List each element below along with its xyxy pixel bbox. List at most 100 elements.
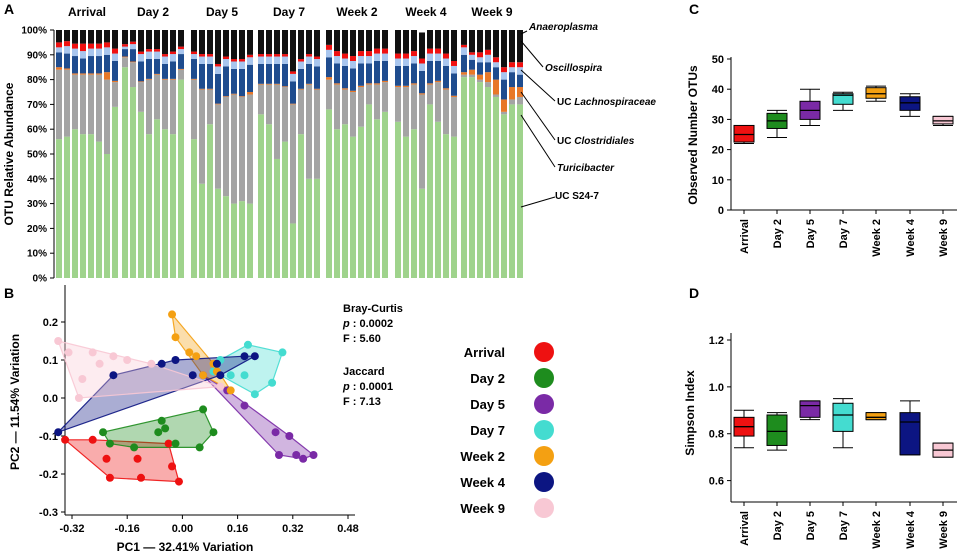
panel-b-pcoa-scatter: -0.3 -0.2 -0.1 0.0 0.1 0.2 -0.32 -0.16 0.00 0.16 0… — [8, 285, 554, 554]
a-bar-segment-other — [326, 30, 332, 45]
a-bar-segment-other — [411, 30, 417, 52]
a-y-tick-label: 0% — [33, 274, 48, 285]
y-tick-label: 20 — [712, 145, 724, 157]
a-bar-segment-uc-clostridiales — [266, 84, 272, 125]
a-bar-segment-anaeroplasma — [469, 52, 475, 55]
a-bar-segment-turicibacter — [88, 73, 94, 75]
a-bar-segment-oscillospira — [485, 54, 491, 63]
a-bar-segment-oscillospira — [231, 61, 237, 69]
a-bar-segment-uc-lachnospiraceae — [403, 65, 409, 86]
a-bar-segment-uc-clostridiales — [469, 74, 475, 78]
a-bar-segment-oscillospira — [366, 56, 372, 64]
a-bar-segment-turicibacter — [419, 93, 425, 95]
a-bar-segment-anaeroplasma — [170, 51, 176, 55]
a-bar-segment-uc-s24-7 — [112, 106, 118, 278]
a-bar-segment-uc-s24-7 — [215, 188, 221, 278]
a-bar-segment-turicibacter — [223, 96, 229, 97]
a-bar-segment-uc-clostridiales — [239, 96, 245, 202]
a-bar-segment-uc-s24-7 — [358, 126, 364, 278]
a-legend-label-uc-clostridiales: UC Clostridiales — [557, 136, 635, 147]
a-bar-segment-anaeroplasma — [451, 61, 457, 66]
b-point-week-9 — [109, 352, 118, 361]
a-bar-segment-uc-s24-7 — [247, 203, 253, 278]
b-point-week-4 — [250, 352, 259, 361]
a-bar-segment-oscillospira — [411, 56, 417, 64]
a-bar-segment-turicibacter — [366, 83, 372, 85]
a-bar-segment-anaeroplasma — [298, 59, 304, 62]
b-point-arrival — [133, 454, 142, 463]
a-bar-segment-uc-s24-7 — [64, 136, 70, 278]
a-bar-segment-other — [366, 30, 372, 52]
a-bar-segment-other — [350, 30, 356, 57]
a-bar-segment-uc-clostridiales — [298, 89, 304, 135]
a-bar-segment-uc-clostridiales — [146, 79, 152, 135]
a-bar-segment-anaeroplasma — [64, 41, 70, 47]
b-y-tick-label: -0.1 — [39, 431, 58, 443]
a-bar-segment-uc-lachnospiraceae — [215, 73, 221, 104]
a-bar-segment-turicibacter — [207, 88, 213, 90]
a-bar-segment-uc-s24-7 — [342, 124, 348, 279]
a-bar-segment-uc-s24-7 — [501, 114, 507, 278]
a-bar-segment-uc-lachnospiraceae — [191, 59, 197, 79]
b-p-symbol: p — [342, 318, 350, 330]
a-bar-segment-turicibacter — [170, 78, 176, 80]
a-group-label-arrival: Arrival — [68, 5, 106, 19]
panel-label-b: B — [4, 285, 14, 301]
b-point-day-7 — [243, 340, 252, 349]
a-bar-segment-oscillospira — [80, 51, 86, 59]
a-bar-segment-uc-clostridiales — [191, 79, 197, 140]
a-bar-segment-oscillospira — [509, 67, 515, 73]
a-bar-segment-other — [334, 30, 340, 52]
a-bar-segment-oscillospira — [290, 73, 296, 82]
x-tick-label-arrival: Arrival — [739, 511, 751, 546]
a-legend-label-uc-s24-7: UC S24-7 — [555, 191, 599, 202]
a-bar-segment-uc-lachnospiraceae — [326, 57, 332, 78]
a-y-axis-label: OTU Relative Abundance — [2, 82, 16, 225]
a-y-tick-label: 60% — [27, 125, 47, 136]
a-bar-segment-uc-lachnospiraceae — [314, 66, 320, 89]
b-point-day-5 — [309, 451, 318, 459]
a-bar-segment-uc-s24-7 — [199, 183, 205, 278]
a-bar-segment-other — [493, 30, 499, 58]
a-bar-segment-turicibacter — [403, 85, 409, 88]
a-bar-segment-other — [170, 30, 176, 52]
a-bar-segment-uc-lachnospiraceae — [207, 63, 213, 89]
b-y-tick-label: -0.3 — [39, 507, 58, 519]
b-point-arrival — [174, 477, 183, 486]
x-tick-label-day-5: Day 5 — [805, 219, 817, 248]
a-bar-segment-uc-clostridiales — [199, 89, 205, 184]
a-group-label-day-5: Day 5 — [206, 5, 238, 19]
b-point-week-4 — [109, 371, 118, 380]
y-tick-label: 50 — [712, 54, 724, 66]
panel-label-c: C — [689, 1, 699, 17]
a-bar-segment-anaeroplasma — [306, 54, 312, 57]
b-point-arrival — [168, 462, 177, 471]
a-bar-segment-uc-lachnospiraceae — [469, 59, 475, 70]
a-bar-segment-uc-lachnospiraceae — [411, 63, 417, 84]
a-bar-segment-uc-s24-7 — [178, 79, 184, 278]
a-bar-segment-anaeroplasma — [366, 51, 372, 57]
a-y-tick-label: 10% — [27, 249, 47, 260]
a-bar-segment-oscillospira — [104, 47, 110, 55]
b-x-tick-label: -0.16 — [115, 523, 140, 535]
a-bar-segment-other — [382, 30, 388, 49]
a-bar-segment-uc-lachnospiraceae — [501, 79, 507, 100]
a-legend-prefix: UC — [557, 136, 574, 147]
a-bar-segment-other — [223, 30, 229, 57]
b-point-week-4 — [216, 371, 225, 380]
a-bar-segment-uc-s24-7 — [435, 121, 441, 278]
a-bar-segment-other — [96, 30, 102, 44]
box-week-9 — [932, 115, 954, 125]
a-bar-segment-oscillospira — [191, 54, 197, 60]
a-bar-segment-uc-s24-7 — [223, 196, 229, 278]
a-bar-segment-anaeroplasma — [443, 53, 449, 59]
a-bar-segment-uc-lachnospiraceae — [138, 61, 144, 82]
a-bar-segment-oscillospira — [334, 56, 340, 64]
a-bar-segment-uc-s24-7 — [290, 223, 296, 278]
a-bar-segment-oscillospira — [395, 58, 401, 66]
y-tick-label: 0.8 — [709, 429, 724, 441]
a-bar-segment-uc-clostridiales — [258, 84, 264, 115]
a-bar-segment-other — [146, 30, 152, 50]
a-bar-segment-uc-s24-7 — [56, 139, 62, 278]
a-bar-segment-uc-lachnospiraceae — [64, 53, 70, 69]
